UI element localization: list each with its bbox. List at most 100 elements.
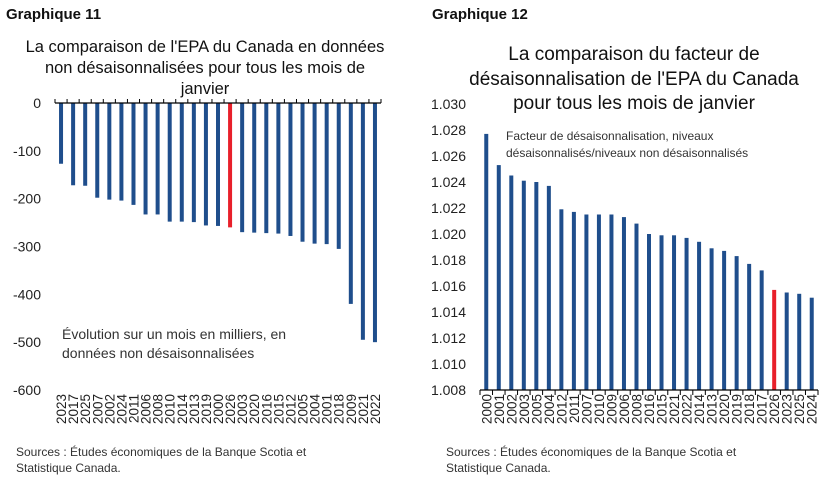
chart-0-ytick-label: 0 [33,95,41,111]
chart-0-bar-2017 [71,103,76,186]
chart-1-bar-2016 [647,234,651,390]
chart-1-bar-2000 [484,133,489,390]
chart-1-bar-2012 [559,209,564,390]
chart-0-xtick-label: 2020 [247,394,262,424]
chart-11-source: Sources : Études économiques de la Banqu… [16,445,307,476]
chart-0-bar-2021 [360,103,365,340]
chart-0-xtick-label: 2017 [66,394,81,424]
chart-1-xtick-label: 2022 [680,394,695,424]
chart-0-xtick-label: 2018 [332,394,347,424]
chart-0-xtick-label: 2003 [235,394,250,424]
chart-0-bar-2007 [95,103,100,198]
chart-0-bar-2016 [264,103,269,234]
chart-1-xtick-label: 2026 [767,394,782,424]
chart-0-xtick-label: 2004 [308,394,323,425]
chart-1-xtick-label: 2008 [629,394,644,424]
chart-0-xtick-label: 2010 [163,394,178,424]
chart-12-label: Graphique 12 [432,6,528,23]
chart-1-bar-2014 [697,241,702,390]
chart-1-xtick-label: 2007 [579,394,594,424]
chart-1-xtick-label: 2020 [717,394,732,424]
chart-0-bar-2014 [179,103,184,222]
chart-0-bar-2006 [143,103,148,215]
chart-0-xtick-label: 2001 [320,394,335,424]
chart-0-xtick-label: 2011 [126,394,141,423]
chart-1-bar-2008 [634,223,639,390]
chart-0-bar-2002 [107,103,112,200]
chart-1-ytick-label: 1.010 [431,356,466,372]
chart-1-bar-2006 [621,217,626,390]
chart-0-bar-2003 [240,103,245,233]
chart-1-xtick-label: 2009 [604,394,619,424]
chart-1-ytick-label: 1.014 [431,304,466,320]
chart-0-xtick-label: 2022 [368,394,383,424]
chart-1-xtick-label: 2014 [692,394,707,425]
chart-1-ytick-label: 1.030 [431,96,466,112]
chart-1-xtick-label: 2005 [529,394,544,424]
chart-1-xtick-label: 2012 [554,394,569,424]
chart-0-bar-2000 [216,103,220,226]
chart-1-xtick-label: 2016 [642,394,657,424]
chart-1-bar-2011 [571,211,576,390]
chart-1-ytick-label: 1.024 [431,174,466,190]
chart-0-bar-2019 [203,103,208,226]
chart-1-ytick-label: 1.016 [431,278,466,294]
chart-1-bar-2025 [797,293,802,390]
chart-1-bar-2021 [672,235,677,390]
chart-0-bar-2008 [155,103,160,215]
chart-1-xtick-label: 2021 [667,394,682,424]
chart-0-xtick-label: 2000 [211,394,226,424]
chart-1-xtick-label: 2019 [730,394,745,424]
chart-0-xtick-label: 2009 [344,394,359,424]
chart-1-ytick-label: 1.026 [431,148,466,164]
chart-1-xtick-label: 2015 [655,394,670,424]
chart-1-xtick-label: 2000 [479,394,494,424]
chart-1-ytick-label: 1.018 [431,252,466,268]
chart-0-bar-2005 [300,103,305,242]
chart-12-title: La comparaison du facteur de désaisonnal… [469,44,799,115]
chart-0-bar-2011 [131,103,136,205]
chart-0-bar-2018 [336,103,341,249]
chart-0-ytick-label: -500 [13,334,41,350]
chart-1-bar-2013 [709,248,714,390]
chart-11-title: La comparaison de l'EPA du Canada en don… [25,38,385,99]
chart-0-bar-2020 [252,103,257,233]
chart-0-ytick-label: -200 [13,191,41,207]
chart-1-bar-2002 [509,175,514,390]
chart-0-xtick-label: 2002 [102,394,117,424]
chart-1-bar-2004 [546,185,551,390]
chart-11-label: Graphique 11 [6,6,102,23]
chart-0-bar-2012 [288,103,293,236]
chart-12-annotation: Facteur de désaisonnalisation, niveaux d… [506,128,781,163]
chart-12-source: Sources : Études économiques de la Banqu… [446,445,737,476]
chart-0-ytick-label: -100 [13,143,41,159]
chart-1-ytick-label: 1.012 [431,330,466,346]
chart-0-xtick-label: 2015 [271,394,286,424]
chart-1-xtick-label: 2013 [705,394,720,424]
chart-0-xtick-label: 2023 [54,394,69,424]
chart-0-bar-2024 [119,103,124,201]
chart-0-bar-2013 [191,103,196,223]
chart-1-bar-2024 [809,297,814,390]
chart-0-bar-2022 [372,103,377,343]
chart-1-xtick-label: 2018 [742,394,757,424]
chart-0-xtick-label: 2025 [78,394,93,424]
chart-1-bar-2007 [584,214,589,390]
chart-1-bar-2010 [596,214,601,390]
chart-1-bar-2017 [759,270,764,390]
chart-0-xtick-label: 2024 [114,394,129,425]
chart-1-xtick-label: 2004 [542,394,557,425]
chart-0-ytick-label: -400 [13,286,41,302]
chart-0-bar-2023 [59,103,64,164]
chart-1-xtick-label: 2001 [492,394,507,424]
chart-0-bar-2025 [83,103,88,186]
chart-11-annotation: Évolution sur un mois en milliers, en do… [62,325,302,363]
chart-0-xtick-label: 2013 [187,394,202,424]
chart-0-bar-2001 [324,103,329,245]
chart-1-bar-2022 [684,237,689,390]
chart-0-bar-2009 [348,103,353,304]
chart-1-xtick-label: 2024 [805,394,820,425]
chart-0-ytick-label: -600 [13,382,41,398]
